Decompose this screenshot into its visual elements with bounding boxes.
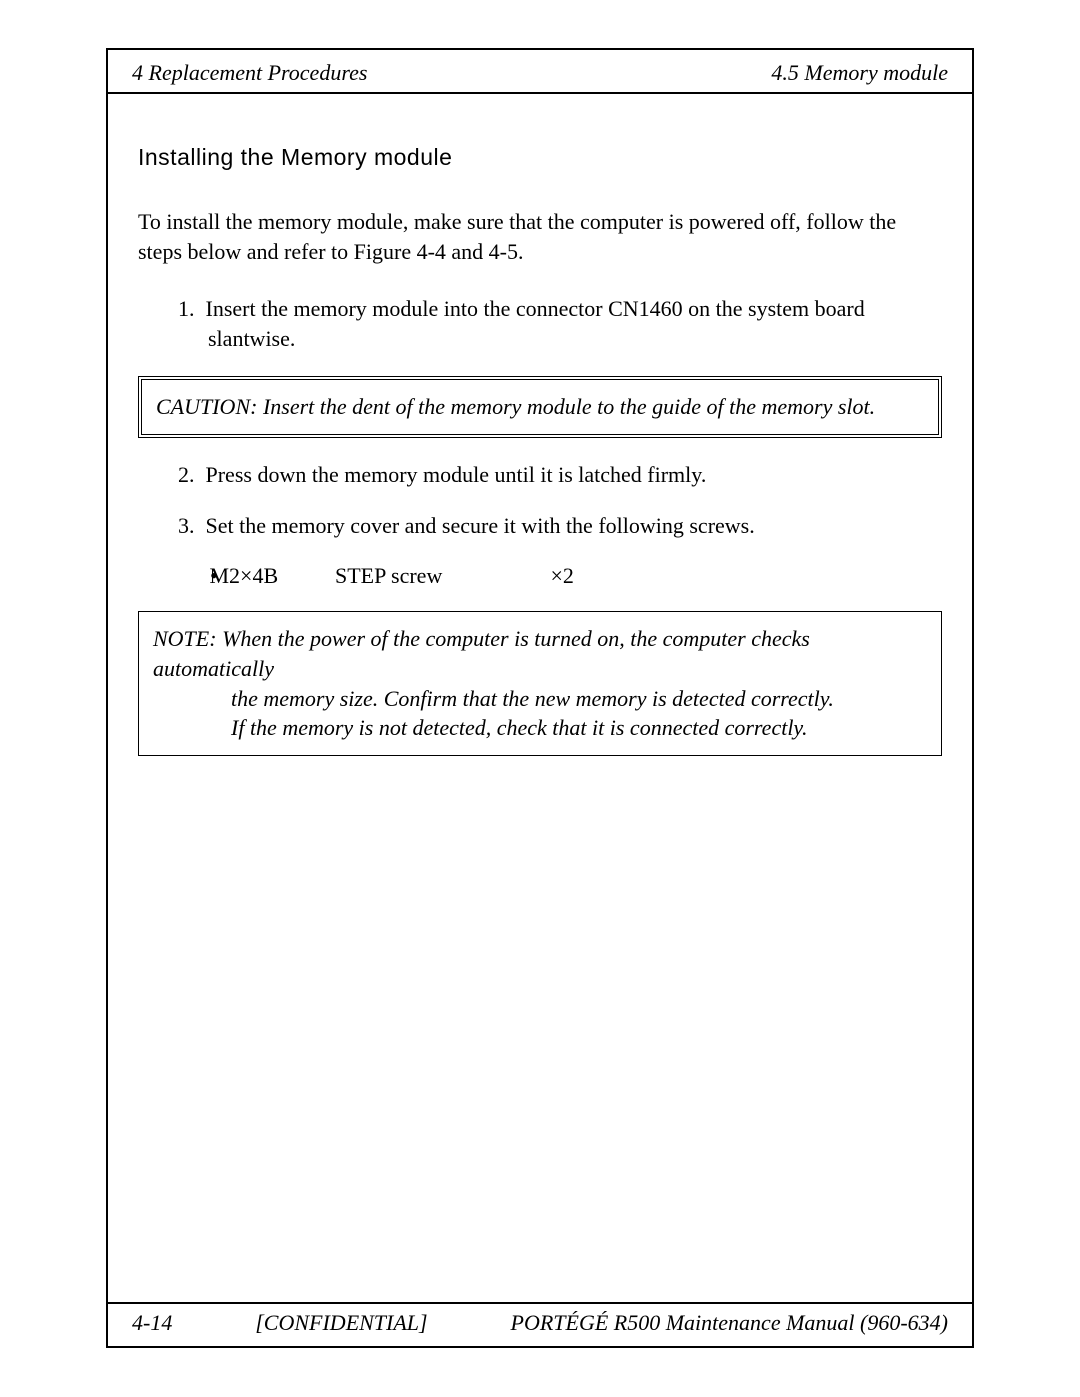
screw-qty: ×2: [551, 563, 574, 588]
step-2-number: 2.: [178, 460, 200, 490]
note-line3: If the memory is not detected, check tha…: [153, 713, 927, 743]
note-line1: When the power of the computer is turned…: [153, 626, 810, 681]
page-inner: 4 Replacement Procedures 4.5 Memory modu…: [108, 50, 972, 1346]
caution-text: CAUTION: Insert the dent of the memory m…: [156, 394, 875, 419]
step-2-text: Press down the memory module until it is…: [206, 462, 707, 487]
footer-manual: PORTÉGÉ R500 Maintenance Manual (960-634…: [511, 1310, 948, 1336]
step-3-number: 3.: [178, 511, 200, 541]
steps-list: 1. Insert the memory module into the con…: [138, 294, 942, 353]
step-3: 3. Set the memory cover and secure it wi…: [138, 511, 942, 541]
note-line2: the memory size. Confirm that the new me…: [153, 684, 927, 714]
step-1-number: 1.: [178, 294, 200, 324]
page-content: Installing the Memory module To install …: [108, 94, 972, 756]
caution-label: CAUTION:: [156, 394, 257, 419]
step-2: 2. Press down the memory module until it…: [138, 460, 942, 490]
steps-list-cont: 2. Press down the memory module until it…: [138, 460, 942, 541]
caution-body: Insert the dent of the memory module to …: [257, 394, 875, 419]
footer-page-number: 4-14: [132, 1310, 172, 1336]
note-box: NOTE: When the power of the computer is …: [138, 611, 942, 756]
screw-type: STEP screw: [365, 563, 545, 589]
header-right: 4.5 Memory module: [771, 60, 948, 86]
header-left: 4 Replacement Procedures: [132, 60, 367, 86]
page-footer: 4-14 [CONFIDENTIAL] PORTÉGÉ R500 Mainten…: [108, 1302, 972, 1346]
page-header: 4 Replacement Procedures 4.5 Memory modu…: [108, 50, 972, 94]
section-title: Installing the Memory module: [138, 144, 942, 171]
note-label: NOTE:: [153, 626, 217, 651]
footer-confidential: [CONFIDENTIAL]: [255, 1310, 427, 1336]
caution-box: CAUTION: Insert the dent of the memory m…: [138, 376, 942, 438]
step-1-text: Insert the memory module into the connec…: [206, 296, 865, 351]
intro-paragraph: To install the memory module, make sure …: [138, 207, 942, 266]
step-3-text: Set the memory cover and secure it with …: [206, 513, 755, 538]
note-text: NOTE: When the power of the computer is …: [153, 624, 927, 743]
screw-bullet: • M2×4B STEP screw ×2: [138, 563, 942, 589]
page-frame: 4 Replacement Procedures 4.5 Memory modu…: [106, 48, 974, 1348]
step-1: 1. Insert the memory module into the con…: [138, 294, 942, 353]
